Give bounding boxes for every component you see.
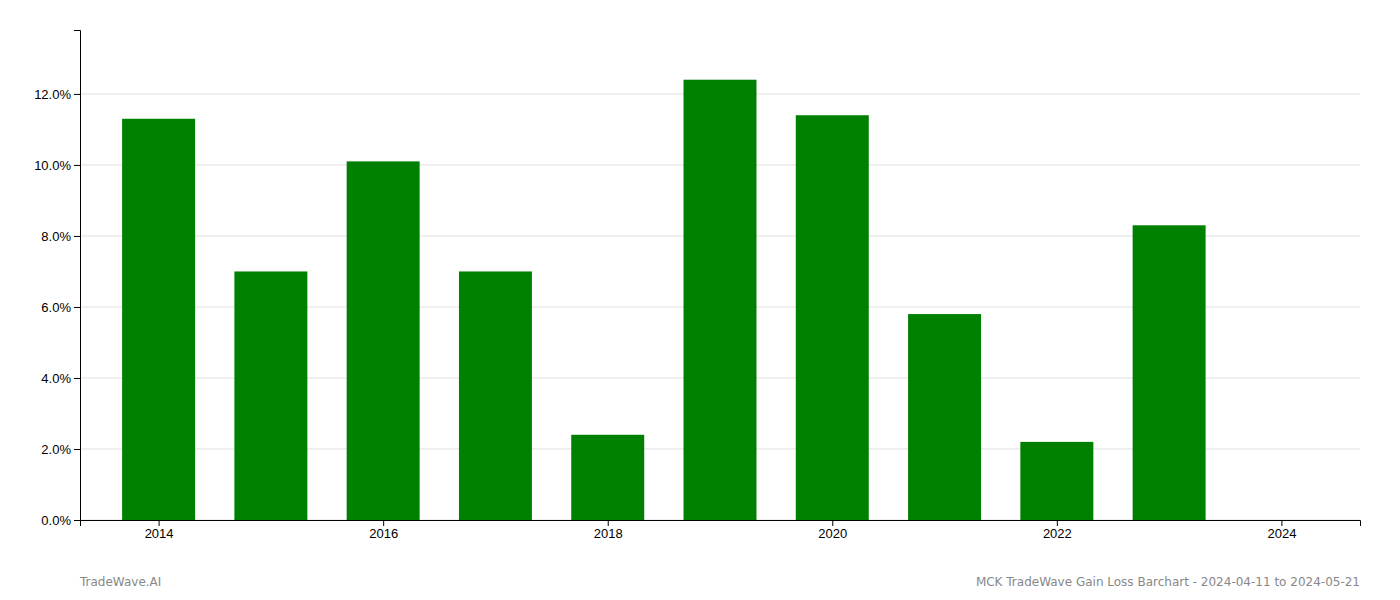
x-tick: 2022	[1043, 520, 1072, 541]
bar	[234, 271, 307, 520]
bar	[347, 161, 420, 520]
chart: 2014 2016 2018 2020 2022 2024 0.0% 2.0% 4.0% 6.0%…	[0, 0, 1400, 600]
bars	[122, 80, 1206, 520]
y-tick-label: 8.0%	[41, 229, 71, 244]
bar	[796, 115, 869, 520]
y-tick: 0.0%	[41, 513, 80, 528]
y-tick-label: 0.0%	[41, 513, 71, 528]
y-tick-label: 6.0%	[41, 300, 71, 315]
y-tick: 10.0%	[34, 158, 80, 173]
x-axis-line	[81, 521, 1361, 527]
x-tick-label: 2020	[818, 526, 847, 541]
x-tick: 2024	[1267, 520, 1296, 541]
x-tick: 2016	[369, 520, 398, 541]
bar	[571, 435, 644, 520]
y-tick-mark	[74, 307, 80, 308]
y-tick-mark	[74, 449, 80, 450]
y-tick: 8.0%	[41, 229, 80, 244]
bar	[908, 314, 981, 520]
x-tick-label: 2018	[594, 526, 623, 541]
x-tick-label: 2024	[1267, 526, 1296, 541]
x-tick-mark	[1281, 520, 1282, 526]
y-axis: 0.0% 2.0% 4.0% 6.0% 8.0% 10.0% 12.0%	[34, 31, 80, 528]
y-tick-label: 2.0%	[41, 442, 71, 457]
x-tick-mark	[383, 520, 384, 526]
y-tick-label: 10.0%	[34, 158, 71, 173]
y-tick-label: 4.0%	[41, 371, 71, 386]
x-axis: 2014 2016 2018 2020 2022 2024	[81, 520, 1361, 541]
y-tick-mark	[74, 236, 80, 237]
y-tick: 4.0%	[41, 371, 80, 386]
y-tick: 6.0%	[41, 300, 80, 315]
bar	[1133, 225, 1206, 520]
footer-text: TradeWave.AI	[79, 575, 161, 589]
x-tick-label: 2014	[145, 526, 174, 541]
bar	[684, 80, 757, 520]
x-tick-label: 2022	[1043, 526, 1072, 541]
plot: 2014 2016 2018 2020 2022 2024 0.0% 2.0% 4.0% 6.0%…	[34, 31, 1360, 542]
y-tick: 2.0%	[41, 442, 80, 457]
y-tick-label: 12.0%	[34, 87, 71, 102]
x-tick-mark	[159, 520, 160, 526]
x-tick-mark	[832, 520, 833, 526]
y-tick: 12.0%	[34, 87, 80, 102]
y-tick-mark	[74, 520, 80, 521]
x-tick-mark	[608, 520, 609, 526]
x-tick: 2014	[145, 520, 174, 541]
footer-text: MCK TradeWave Gain Loss Barchart - 2024-…	[976, 575, 1360, 589]
x-tick-label: 2016	[369, 526, 398, 541]
x-tick-mark	[1057, 520, 1058, 526]
y-axis-line	[74, 31, 81, 521]
x-tick: 2020	[818, 520, 847, 541]
bar	[122, 119, 195, 520]
bar	[1020, 442, 1093, 520]
y-tick-mark	[74, 94, 80, 95]
x-tick: 2018	[594, 520, 623, 541]
y-tick-mark	[74, 378, 80, 379]
bar	[459, 271, 532, 520]
y-tick-mark	[74, 165, 80, 166]
